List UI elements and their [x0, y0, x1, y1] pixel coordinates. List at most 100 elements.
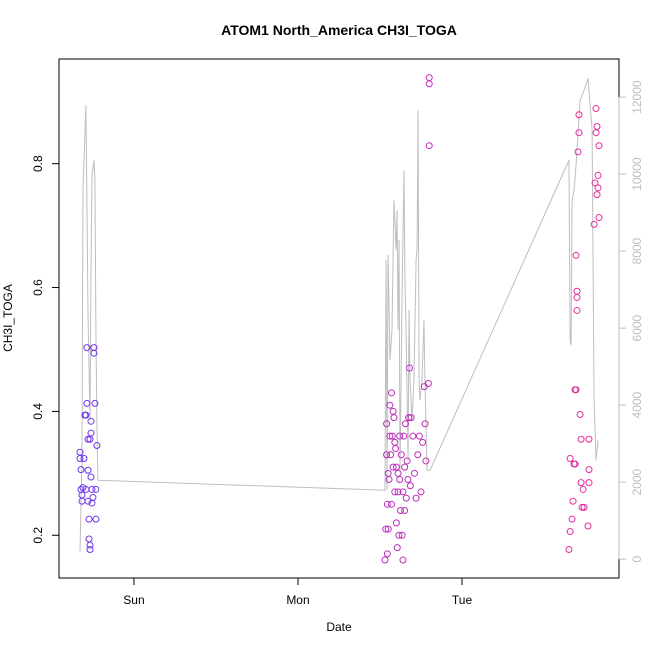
point — [395, 531, 403, 539]
y-axis-label: CH3I_TOGA — [1, 284, 15, 352]
point — [574, 148, 582, 156]
point — [566, 454, 574, 462]
point — [86, 546, 94, 554]
point — [410, 469, 418, 477]
point — [594, 184, 602, 192]
point — [87, 473, 95, 481]
point — [399, 556, 407, 564]
y2-tick-label: 8000 — [630, 237, 644, 264]
y-tick-label: 0.8 — [31, 155, 45, 172]
point — [392, 463, 400, 471]
point — [425, 80, 433, 88]
point — [422, 457, 430, 465]
point — [88, 485, 96, 493]
point — [591, 179, 599, 187]
point — [385, 476, 393, 484]
point — [575, 129, 583, 137]
chart-title: ATOM1 North_America CH3I_TOGA — [221, 22, 457, 38]
point — [83, 399, 91, 407]
point — [92, 485, 100, 493]
point — [593, 191, 601, 199]
point — [409, 432, 417, 440]
point — [83, 344, 91, 352]
point — [91, 399, 99, 407]
point — [86, 435, 94, 443]
point — [595, 142, 603, 150]
point — [394, 469, 402, 477]
point — [419, 438, 427, 446]
point — [387, 500, 395, 508]
point — [84, 497, 92, 505]
point — [407, 414, 415, 422]
x-tick-label: Mon — [286, 593, 309, 607]
point — [414, 451, 422, 459]
point — [401, 463, 409, 471]
point — [585, 435, 593, 443]
point — [391, 488, 399, 496]
point — [84, 466, 92, 474]
point — [572, 251, 580, 259]
y-tick-label: 0.6 — [31, 279, 45, 296]
point — [403, 457, 411, 465]
point — [406, 364, 414, 372]
point — [573, 306, 581, 314]
point — [386, 432, 394, 440]
x-axis-label: Date — [326, 620, 352, 634]
point — [593, 123, 601, 131]
point — [390, 414, 398, 422]
point — [393, 544, 401, 552]
y2-tick-label: 4000 — [630, 391, 644, 418]
point — [592, 105, 600, 113]
point — [404, 476, 412, 484]
point — [421, 420, 429, 428]
point — [383, 500, 391, 508]
point — [584, 522, 592, 530]
point — [388, 432, 396, 440]
y2-tick-label: 6000 — [630, 314, 644, 341]
point — [569, 497, 577, 505]
point — [397, 451, 405, 459]
point — [571, 460, 579, 468]
point — [398, 531, 406, 539]
point — [401, 506, 409, 514]
point — [406, 482, 414, 490]
point — [381, 556, 389, 564]
point — [566, 528, 574, 536]
point — [400, 432, 408, 440]
point — [424, 380, 432, 388]
point — [565, 546, 573, 554]
point — [415, 432, 423, 440]
point — [402, 494, 410, 502]
point — [81, 411, 89, 419]
point — [387, 389, 395, 397]
point — [389, 463, 397, 471]
point — [396, 476, 404, 484]
y2-tick-label: 10000 — [630, 157, 644, 191]
point — [394, 488, 402, 496]
point — [577, 479, 585, 487]
point — [401, 420, 409, 428]
point — [77, 466, 85, 474]
y-tick-label: 0.2 — [31, 527, 45, 544]
point — [80, 454, 88, 462]
point — [87, 417, 95, 425]
point — [405, 414, 413, 422]
point — [396, 432, 404, 440]
point — [576, 410, 584, 418]
point — [382, 525, 390, 533]
point — [579, 485, 587, 493]
point — [425, 142, 433, 150]
altitude-line — [79, 78, 599, 553]
point — [585, 466, 593, 474]
y2-tick-label: 2000 — [630, 468, 644, 495]
point — [384, 525, 392, 533]
y2-tick-label: 12000 — [630, 80, 644, 114]
point — [573, 287, 581, 295]
point — [580, 503, 588, 511]
point — [417, 488, 425, 496]
point — [383, 550, 391, 558]
point — [572, 386, 580, 394]
x-tick-label: Tue — [452, 593, 473, 607]
y-tick-label: 0.4 — [31, 403, 45, 420]
